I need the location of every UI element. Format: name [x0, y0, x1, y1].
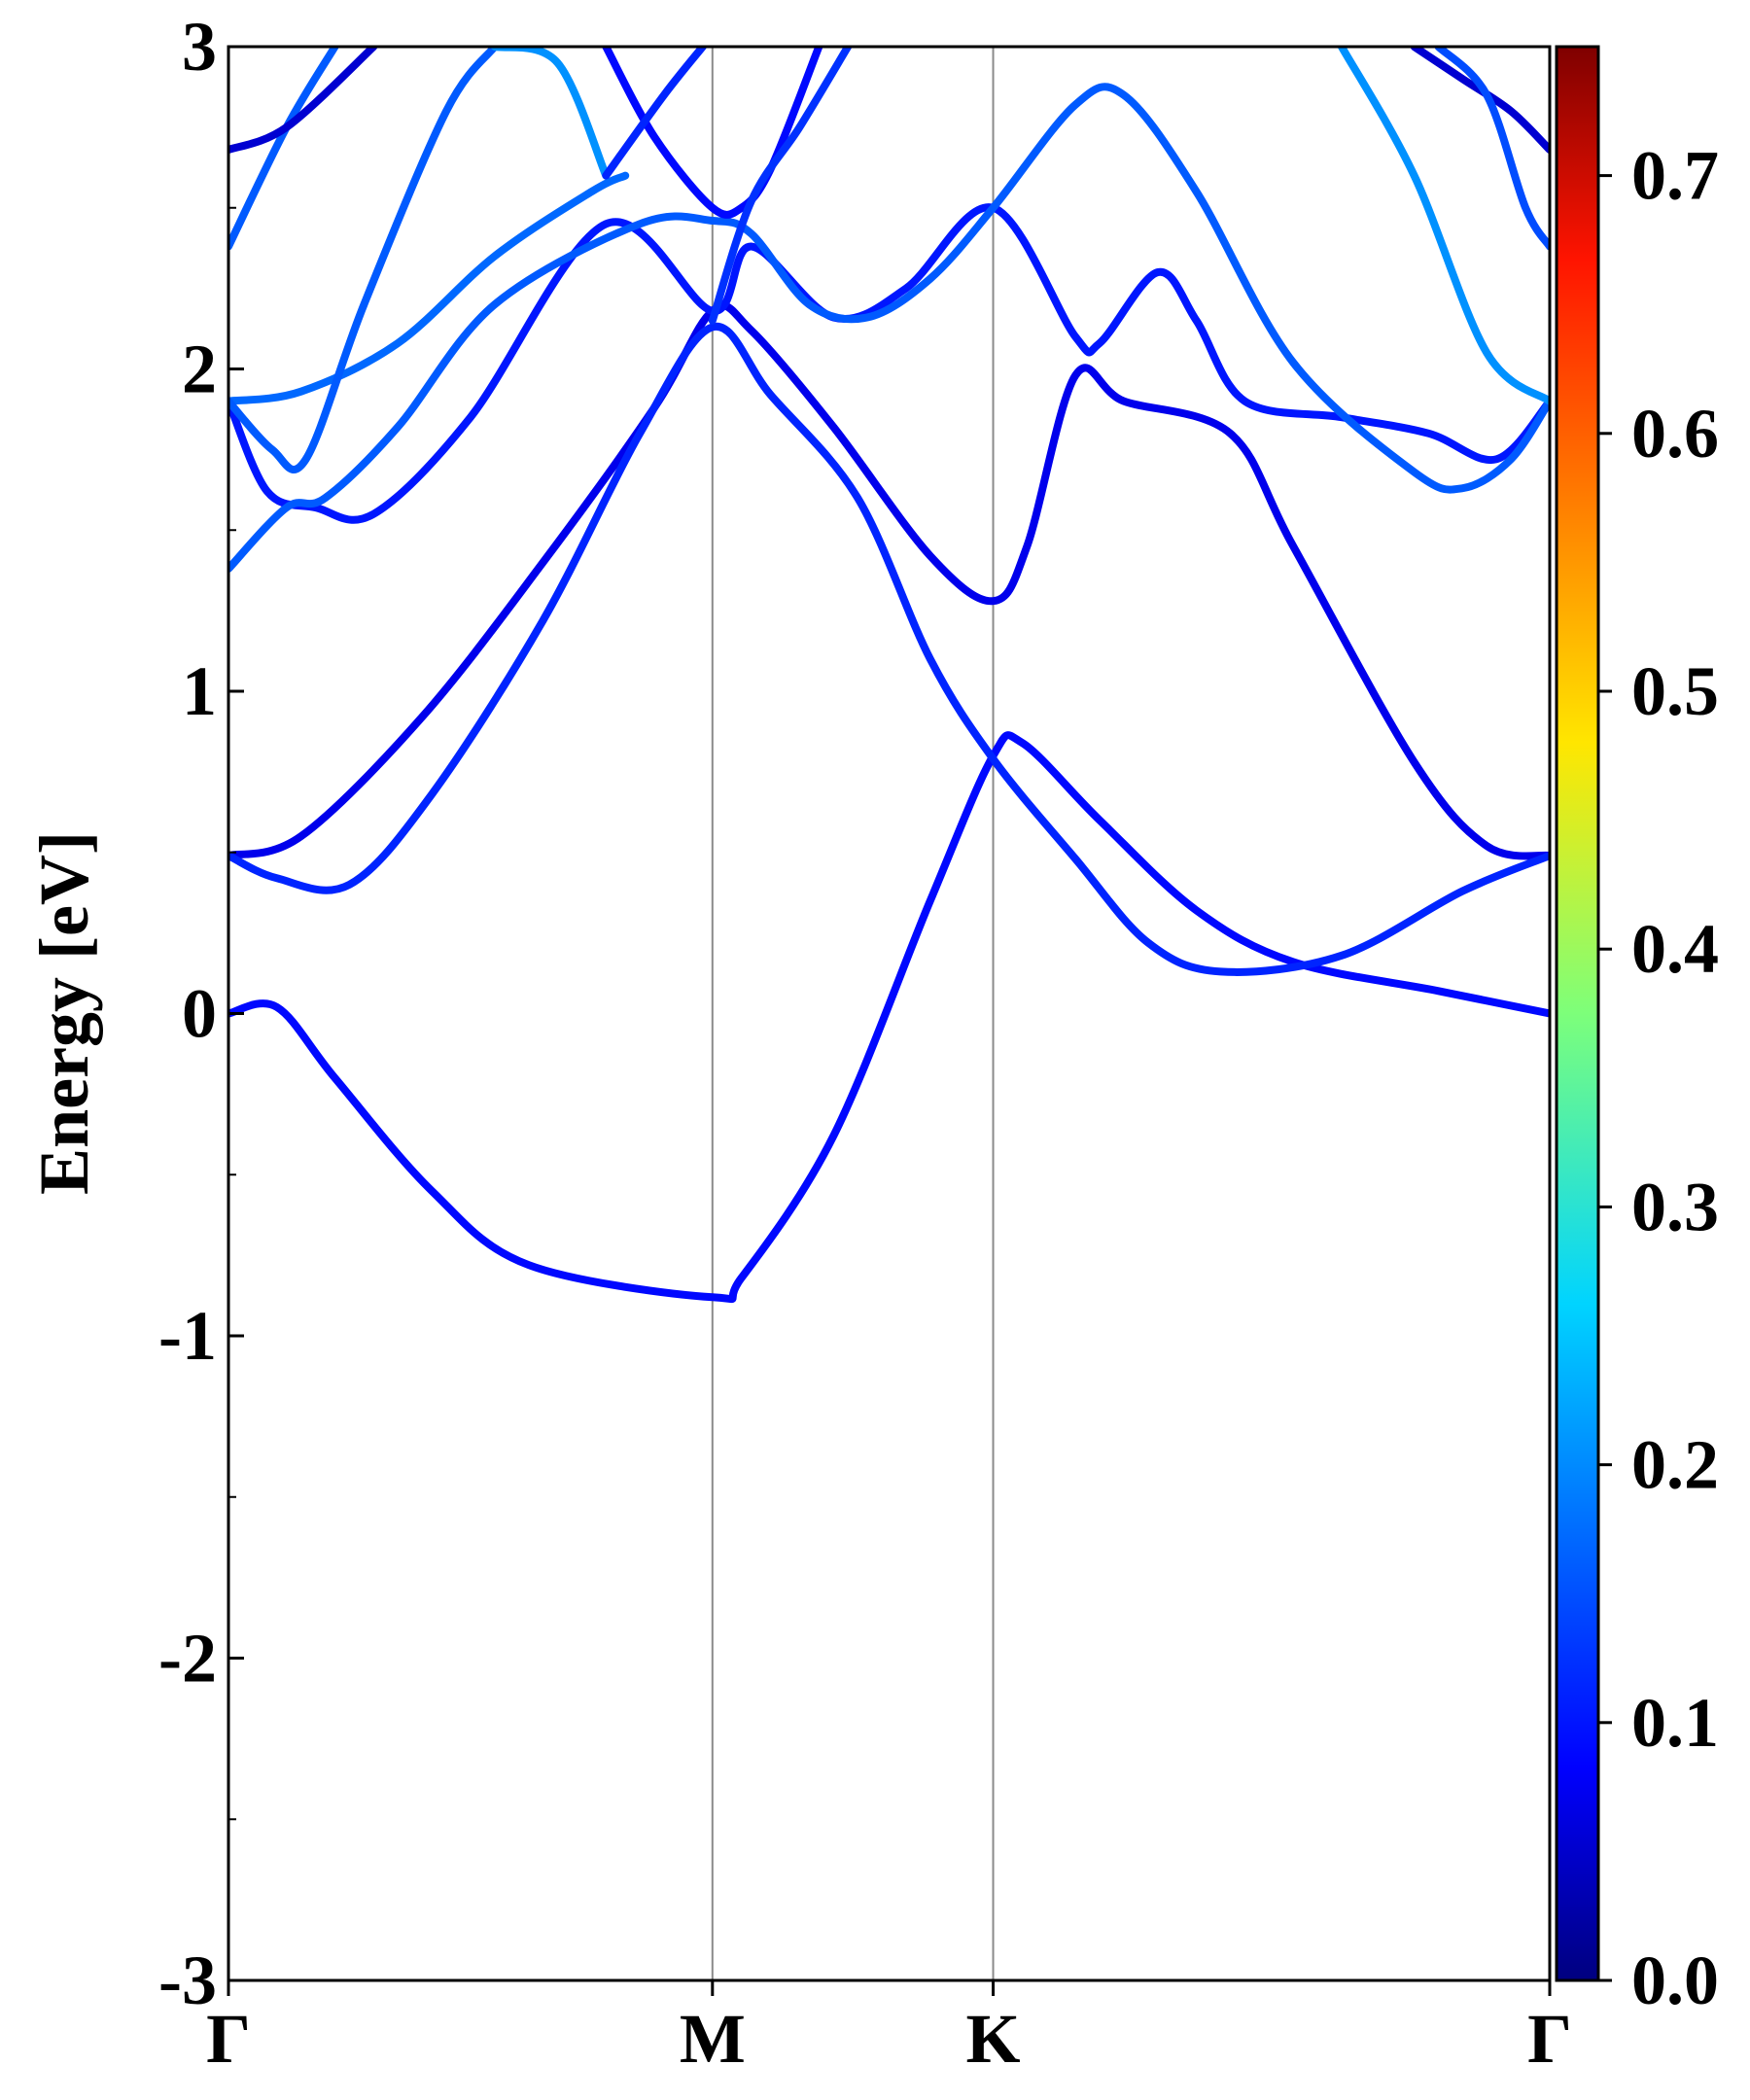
band-line-10 — [228, 47, 378, 155]
x-tick-label: M — [680, 2000, 746, 2078]
colorbar-tick-label: 0.6 — [1631, 395, 1719, 472]
y-tick-label: -2 — [158, 1620, 217, 1698]
band-line-5 — [228, 171, 630, 405]
colorbar-tick-label: 0.4 — [1631, 910, 1719, 988]
y-tick-label: -3 — [158, 1942, 217, 2019]
band-line-14 — [1410, 47, 1550, 155]
y-tick-label: 1 — [182, 652, 217, 730]
colorbar-ticks: 0.0 0.1 0.2 0.3 0.4 0.5 0.6 0.7 — [1598, 137, 1719, 2019]
colorbar-tick-label: 0.0 — [1631, 1942, 1719, 2019]
x-tick-label: Γ — [206, 2000, 251, 2078]
y-axis-label: Energy [eV] — [25, 831, 103, 1195]
band-line-4 — [228, 83, 1550, 574]
bands — [228, 47, 1550, 1304]
y-axis-ticks: -3 -2 -1 0 1 2 3 — [158, 8, 244, 2019]
colorbar — [1555, 45, 1600, 1982]
x-tick-label: Γ — [1527, 2000, 1572, 2078]
colorbar-tick-label: 0.3 — [1631, 1168, 1719, 1245]
band-line-8 — [1337, 47, 1550, 405]
band-line-15 — [1434, 47, 1550, 251]
colorbar-tick-label: 0.5 — [1631, 652, 1719, 730]
y-tick-label: -1 — [158, 1297, 217, 1375]
band-line-0 — [228, 731, 1550, 1304]
band-line-1 — [228, 301, 1550, 860]
y-tick-label: 2 — [182, 331, 217, 408]
band-line-12 — [602, 47, 707, 180]
band-line-3 — [228, 203, 1550, 524]
band-line-6 — [228, 47, 499, 473]
colorbar-tick-label: 0.2 — [1631, 1426, 1719, 1504]
x-tick-label: K — [966, 2000, 1021, 2078]
band-line-13 — [708, 47, 853, 325]
colorbar-tick-label: 0.7 — [1631, 137, 1719, 215]
colorbar-tick-label: 0.1 — [1631, 1684, 1719, 1762]
y-tick-label: 0 — [182, 975, 217, 1053]
band-line-2 — [228, 322, 1550, 976]
y-tick-label: 3 — [182, 8, 217, 86]
k-point-lines — [711, 47, 995, 1980]
band-line-7 — [490, 47, 611, 180]
